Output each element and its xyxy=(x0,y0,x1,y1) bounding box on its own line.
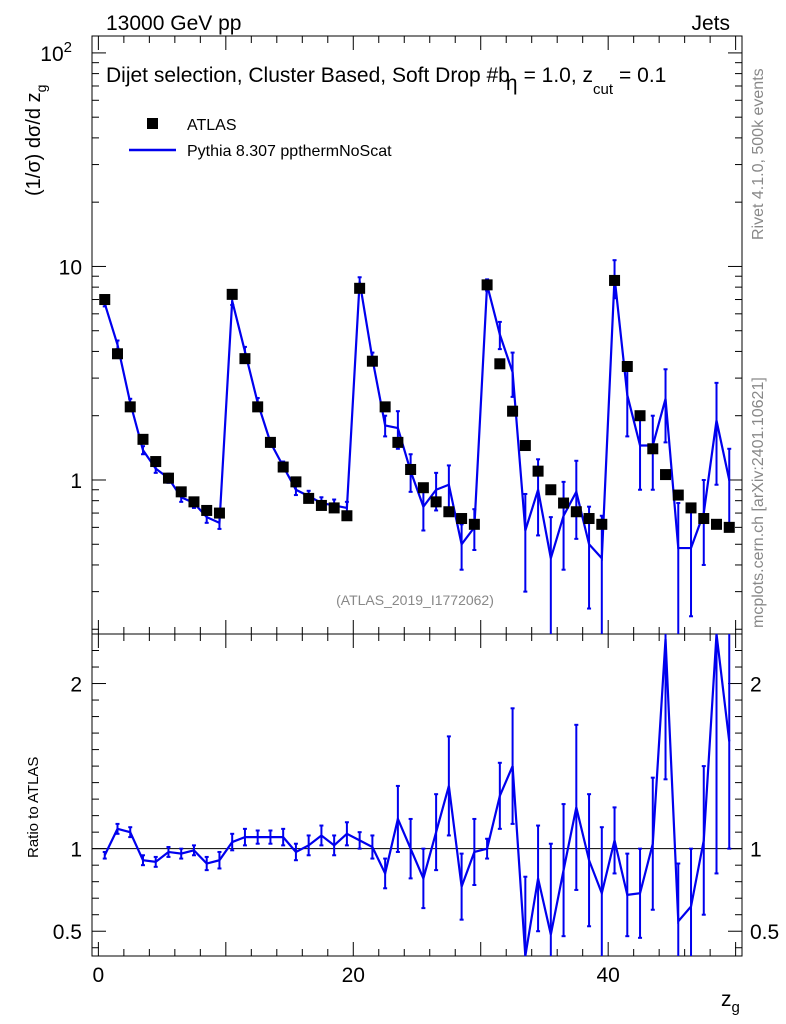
main-y-tick-label-sup: 2 xyxy=(64,39,72,56)
ratio-y-tick-label-right: 1 xyxy=(750,839,762,862)
main-y-ticks: 1 10 102 xyxy=(40,39,742,630)
atlas-point xyxy=(723,521,735,533)
atlas-point xyxy=(150,456,162,468)
x-axis-title-text: z xyxy=(721,988,732,1011)
atlas-point xyxy=(239,353,251,365)
atlas-point xyxy=(315,499,327,511)
ratio-series xyxy=(102,633,732,957)
main-y-tick-label: 1 xyxy=(70,470,82,493)
atlas-point xyxy=(468,518,480,530)
atlas-point xyxy=(481,279,493,291)
atlas-point xyxy=(456,513,468,525)
atlas-point xyxy=(507,405,519,417)
ratio-y-tick-label-right: 0.5 xyxy=(750,921,779,944)
pythia-series xyxy=(102,259,732,634)
atlas-point xyxy=(264,436,276,448)
plot-title-suffix: = 1.0, z xyxy=(524,64,593,87)
atlas-point xyxy=(570,506,582,518)
atlas-point xyxy=(621,360,633,372)
ratio-y-tick-label: 2 xyxy=(70,674,82,697)
atlas-point xyxy=(545,484,557,496)
atlas-point xyxy=(111,348,123,360)
atlas-point xyxy=(328,502,340,514)
atlas-point xyxy=(711,518,723,530)
rivet-label: Rivet 4.1.0, 500k events xyxy=(750,68,767,240)
atlas-point xyxy=(341,510,353,522)
atlas-point xyxy=(685,502,697,514)
ratio-y-ticks: 0.5 0.5 1 1 2 2 xyxy=(53,650,779,949)
plot-title: Dijet selection, Cluster Based, Soft Dro… xyxy=(106,64,666,98)
atlas-point xyxy=(583,513,595,525)
atlas-point xyxy=(175,486,187,498)
ratio-y-tick-label-right: 2 xyxy=(750,674,762,697)
atlas-series xyxy=(99,274,735,533)
atlas-point xyxy=(124,401,136,413)
atlas-point xyxy=(532,465,544,477)
ratio-y-tick-label: 0.5 xyxy=(53,921,82,944)
main-y-axis-title: (1/σ) dσ/d zg xyxy=(23,85,49,196)
atlas-point xyxy=(188,496,200,508)
plot-title-eta: η xyxy=(506,72,518,95)
atlas-point xyxy=(443,506,455,518)
atlas-point xyxy=(417,482,429,494)
main-y-tick-label: 10 xyxy=(59,256,82,279)
x-tick-label: 20 xyxy=(342,964,365,987)
atlas-point xyxy=(277,461,289,473)
atlas-point xyxy=(366,355,378,367)
atlas-point xyxy=(162,472,174,484)
atlas-point xyxy=(660,469,672,481)
analysis-id-label: (ATLAS_2019_I1772062) xyxy=(336,592,494,608)
atlas-point xyxy=(201,504,213,516)
main-y-axis-title-text: (1/σ) dσ/d z xyxy=(23,92,45,196)
atlas-point xyxy=(354,282,366,294)
atlas-point xyxy=(392,436,404,448)
atlas-point xyxy=(647,443,659,455)
atlas-point xyxy=(430,496,442,508)
ratio-line xyxy=(103,633,731,957)
ratio-y-tick-label: 1 xyxy=(70,839,82,862)
atlas-point xyxy=(290,476,302,488)
atlas-point xyxy=(252,401,264,413)
legend: ATLAS Pythia 8.307 ppthermNoScat xyxy=(129,117,392,160)
atlas-point xyxy=(596,518,608,530)
ratio-y-axis-title: Ratio to ATLAS xyxy=(25,757,42,858)
x-axis-title: zg xyxy=(721,988,740,1016)
plot-title-sub: cut xyxy=(593,81,614,98)
x-tick-label: 0 xyxy=(93,964,105,987)
header-energy-label: 13000 GeV pp xyxy=(106,12,241,35)
ratio-x-ticks: 0 20 40 xyxy=(93,634,737,987)
header-jets-label: Jets xyxy=(691,12,730,35)
main-y-tick-label: 102 xyxy=(40,39,72,66)
mcplots-label: mcplots.cern.ch [arXiv:2401.10621] xyxy=(750,377,767,628)
legend-atlas-label: ATLAS xyxy=(187,117,237,134)
atlas-point xyxy=(137,433,149,445)
atlas-point xyxy=(213,507,225,519)
main-y-axis-title-sub: g xyxy=(33,85,49,93)
atlas-point xyxy=(519,440,531,452)
atlas-point xyxy=(226,288,238,300)
atlas-point xyxy=(558,497,570,509)
atlas-point xyxy=(698,513,710,525)
legend-atlas-marker xyxy=(147,118,158,129)
x-tick-label: 40 xyxy=(596,964,619,987)
atlas-point xyxy=(405,463,417,475)
pythia-line xyxy=(103,277,731,561)
atlas-point xyxy=(379,401,391,413)
legend-pythia-label: Pythia 8.307 ppthermNoScat xyxy=(187,143,392,160)
x-axis-title-sub: g xyxy=(732,999,740,1016)
atlas-point xyxy=(99,294,111,306)
atlas-point xyxy=(672,489,684,501)
plot-title-end: = 0.1 xyxy=(619,64,666,87)
atlas-point xyxy=(494,358,506,370)
atlas-point xyxy=(303,492,315,504)
ratio-panel-frame xyxy=(91,633,743,957)
atlas-point xyxy=(634,410,646,422)
main-x-ticks xyxy=(97,36,737,634)
atlas-point xyxy=(609,274,621,286)
plot-title-main: Dijet selection, Cluster Based, Soft Dro… xyxy=(106,64,510,87)
